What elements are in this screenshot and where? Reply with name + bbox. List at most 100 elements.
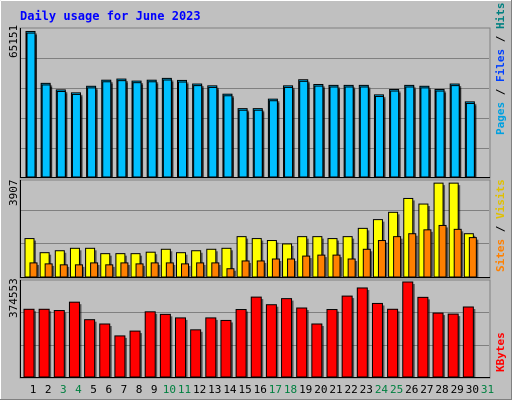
files-bar: [284, 86, 294, 178]
files-bar: [147, 81, 157, 178]
x-tick-label: 15: [238, 383, 251, 396]
files-bar: [314, 85, 324, 178]
legend-files: Files: [494, 49, 507, 82]
files-bar: [344, 86, 354, 178]
legend-sites: Sites: [494, 239, 507, 272]
x-tick-label: 20: [314, 383, 327, 396]
legend-visits: Visits: [494, 179, 507, 219]
kbytes-bar: [371, 302, 383, 378]
sites-bar: [44, 263, 53, 278]
sites-bar: [90, 262, 99, 278]
x-tick-label: 11: [178, 383, 191, 396]
files-bar: [26, 32, 36, 178]
x-tick-label: 10: [163, 383, 176, 396]
sites-bar: [408, 233, 417, 278]
x-tick-label: 28: [435, 383, 448, 396]
sites-bar: [302, 255, 311, 278]
x-tick-label: 27: [420, 383, 433, 396]
files-bar: [374, 95, 384, 178]
sites-bar: [59, 264, 68, 278]
kbytes-bar: [68, 301, 80, 378]
sites-bar: [332, 254, 341, 278]
sites-bar: [165, 262, 174, 278]
sites-bar: [150, 262, 159, 278]
sites-bar: [362, 248, 371, 278]
files-bar: [405, 86, 415, 178]
sites-bar: [105, 264, 114, 278]
files-bar: [178, 81, 187, 178]
files-bar: [41, 84, 51, 178]
legend-hits-files-pages: Pages / Files / Hits: [494, 3, 507, 136]
files-bar: [56, 90, 66, 178]
sites-bar: [393, 236, 402, 278]
x-tick-label: 6: [105, 383, 112, 396]
files-bar: [238, 109, 248, 178]
files-bar: [420, 87, 430, 178]
kbytes-bar: [250, 296, 262, 378]
sites-bar: [135, 263, 144, 278]
kbytes-bar: [296, 307, 308, 378]
x-axis-day-labels: 1 2 3 4 5 6 7 8 9 10 11 12 13 14 15 16 17 18 19 20 21 22 23 24 2…: [30, 383, 494, 396]
x-tick-label: 17: [269, 383, 282, 396]
sites-bar: [241, 260, 250, 278]
kbytes-bar: [402, 281, 414, 378]
kbytes-bar: [23, 308, 35, 378]
files-bar: [193, 85, 203, 178]
sites-bar: [377, 240, 386, 278]
files-bar: [359, 86, 369, 178]
x-tick-label: 13: [208, 383, 221, 396]
svg-text:Sites / Visits: Sites / Visits: [494, 179, 507, 272]
legend-kbytes-label: KBytes: [494, 332, 507, 372]
kbytes-bar: [417, 296, 429, 378]
sites-bar: [226, 268, 235, 278]
files-bar: [102, 81, 112, 178]
sites-bar: [287, 258, 296, 278]
x-tick-label: 19: [299, 383, 312, 396]
kbytes-bar: [220, 319, 232, 378]
chart-title: Daily usage for June 2023: [20, 9, 201, 23]
kbytes-bar: [144, 311, 156, 378]
files-bar: [71, 93, 81, 178]
svg-text:Pages / Files / Hits: Pages / Files / Hits: [494, 3, 507, 136]
x-tick-label: 29: [451, 383, 464, 396]
x-tick-label: 2: [45, 383, 52, 396]
kbytes-bar: [53, 310, 65, 378]
x-tick-label: 24: [375, 383, 389, 396]
x-tick-label: 4: [75, 383, 82, 396]
sites-bar: [256, 260, 265, 278]
kbytes-bar: [265, 304, 277, 378]
kbytes-bar: [205, 317, 217, 378]
x-tick-label: 14: [223, 383, 237, 396]
sites-bar: [74, 264, 83, 278]
x-tick-label: 26: [405, 383, 418, 396]
bars-layer: [23, 30, 479, 378]
files-bar: [268, 100, 278, 178]
x-tick-label: 30: [466, 383, 479, 396]
kbytes-bar: [99, 323, 111, 378]
x-tick-label: 31: [481, 383, 494, 396]
files-bar: [465, 102, 475, 178]
sites-bar: [468, 237, 477, 278]
sites-bar: [120, 262, 129, 278]
files-bar: [223, 95, 233, 178]
kbytes-bar: [38, 308, 50, 378]
y-max-label-kbytes: 374553: [7, 278, 20, 318]
x-tick-label: 18: [284, 383, 297, 396]
files-bar: [450, 85, 460, 178]
kbytes-bar: [190, 329, 202, 378]
sites-bar: [423, 229, 432, 278]
files-bar: [435, 90, 445, 178]
kbytes-bar: [311, 323, 323, 378]
legend-hits: Hits: [494, 3, 507, 30]
files-bar: [117, 80, 127, 178]
sites-bar: [347, 258, 356, 278]
sites-bar: [181, 263, 189, 278]
x-tick-label: 8: [136, 383, 143, 396]
files-bar: [132, 82, 142, 178]
files-bar: [253, 109, 263, 178]
sites-bar: [317, 254, 326, 278]
kbytes-bar: [175, 317, 186, 378]
kbytes-bar: [129, 330, 141, 378]
